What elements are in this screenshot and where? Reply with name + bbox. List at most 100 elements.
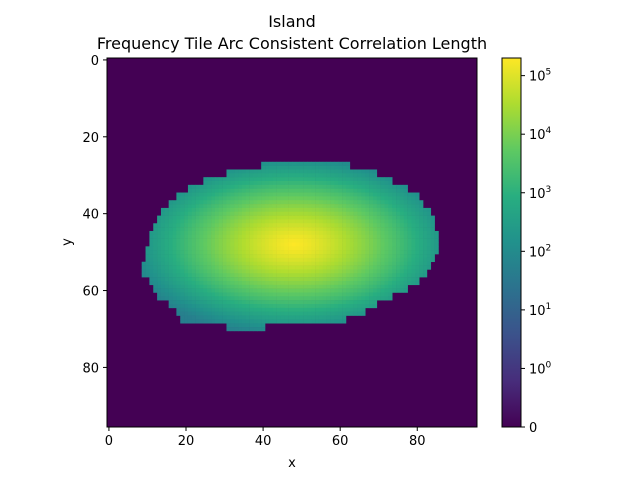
heatmap-cell	[218, 211, 223, 216]
heatmap-cell	[384, 269, 389, 274]
heatmap-cell	[369, 188, 374, 193]
heatmap-cell	[272, 177, 277, 182]
heatmap-cell	[207, 234, 212, 239]
heatmap-cell	[315, 304, 320, 309]
heatmap-cell	[322, 257, 327, 263]
heatmap-cell	[334, 269, 339, 274]
heatmap-cell	[245, 211, 250, 216]
heatmap-cell	[299, 169, 304, 174]
heatmap-cell	[184, 234, 189, 239]
heatmap-cell	[153, 238, 158, 243]
heatmap-cell	[172, 200, 177, 205]
heatmap-cell	[330, 169, 335, 174]
heatmap-cells	[141, 161, 439, 332]
heatmap-cell	[222, 223, 227, 228]
heatmap-cell	[330, 296, 335, 301]
heatmap-cell	[299, 204, 304, 209]
heatmap-cell	[257, 307, 262, 312]
heatmap-cell	[295, 234, 300, 239]
heatmap-cell	[342, 269, 347, 274]
heatmap-cell	[342, 284, 347, 289]
heatmap-cell	[338, 296, 343, 301]
heatmap-cell	[326, 315, 331, 320]
heatmap-cell	[311, 288, 316, 293]
heatmap-cell	[187, 319, 193, 324]
heatmap-cell	[353, 204, 358, 209]
heatmap-cell	[284, 315, 289, 320]
heatmap-cell	[276, 219, 281, 224]
heatmap-cell	[284, 219, 289, 224]
heatmap-cell	[311, 165, 316, 170]
heatmap-cell	[280, 177, 285, 182]
heatmap-cell	[176, 196, 181, 201]
heatmap-cell	[253, 196, 258, 201]
heatmap-cell	[276, 242, 281, 247]
heatmap-cell	[241, 204, 247, 209]
heatmap-cell	[426, 211, 432, 216]
heatmap-cell	[249, 177, 254, 182]
heatmap-cell	[238, 261, 243, 266]
heatmap-cell	[311, 161, 316, 166]
heatmap-cell	[407, 246, 412, 251]
heatmap-cell	[238, 265, 243, 270]
heatmap-cell	[357, 265, 362, 270]
heatmap-cell	[180, 254, 185, 259]
heatmap-cell	[180, 280, 185, 286]
heatmap-cell	[214, 192, 220, 197]
heatmap-cell	[288, 230, 293, 236]
heatmap-cell	[191, 211, 196, 216]
heatmap-cell	[299, 196, 304, 201]
heatmap-cell	[234, 177, 239, 182]
heatmap-cell	[299, 311, 304, 316]
heatmap-cell	[384, 261, 389, 266]
heatmap-cell	[207, 188, 212, 193]
heatmap-cell	[372, 188, 378, 193]
heatmap-cell	[288, 238, 293, 243]
heatmap-cell	[230, 269, 235, 274]
heatmap-cell	[261, 261, 266, 266]
heatmap-cell	[318, 200, 324, 205]
heatmap-cell	[172, 284, 177, 289]
heatmap-cell	[268, 200, 274, 205]
heatmap-cell	[230, 204, 235, 209]
heatmap-cell	[303, 307, 308, 312]
heatmap-cell	[299, 254, 304, 259]
heatmap-cell	[349, 211, 354, 216]
heatmap-cell	[249, 323, 254, 328]
heatmap-cell	[384, 265, 389, 270]
heatmap-cell	[361, 188, 366, 193]
heatmap-cell	[307, 250, 312, 255]
heatmap-cell	[353, 200, 358, 205]
heatmap-cell	[365, 254, 370, 259]
heatmap-cell	[295, 280, 300, 286]
heatmap-cell	[214, 219, 220, 224]
heatmap-cell	[184, 307, 189, 312]
heatmap-cell	[284, 223, 289, 228]
heatmap-cell	[257, 257, 262, 263]
heatmap-cell	[272, 311, 277, 316]
heatmap-cell	[303, 196, 308, 201]
heatmap-cell	[187, 269, 193, 274]
heatmap-cell	[322, 173, 327, 178]
heatmap-cell	[303, 311, 308, 316]
heatmap-cell	[338, 219, 343, 224]
heatmap-cell	[257, 273, 262, 278]
heatmap-cell	[361, 242, 366, 247]
heatmap-cell	[403, 188, 408, 193]
heatmap-cell	[330, 311, 335, 316]
heatmap-cell	[187, 196, 193, 201]
heatmap-cell	[257, 211, 262, 216]
heatmap-cell	[253, 223, 258, 228]
heatmap-cell	[295, 315, 300, 320]
heatmap-cell	[318, 280, 324, 286]
heatmap-cell	[272, 273, 277, 278]
heatmap-cell	[211, 250, 216, 255]
heatmap-cell	[357, 284, 362, 289]
heatmap-cell	[322, 246, 327, 251]
heatmap-cell	[299, 215, 304, 220]
heatmap-cell	[160, 254, 166, 259]
heatmap-cell	[280, 296, 285, 301]
heatmap-cell	[330, 300, 335, 305]
heatmap-cell	[318, 230, 324, 236]
heatmap-cell	[299, 277, 304, 282]
